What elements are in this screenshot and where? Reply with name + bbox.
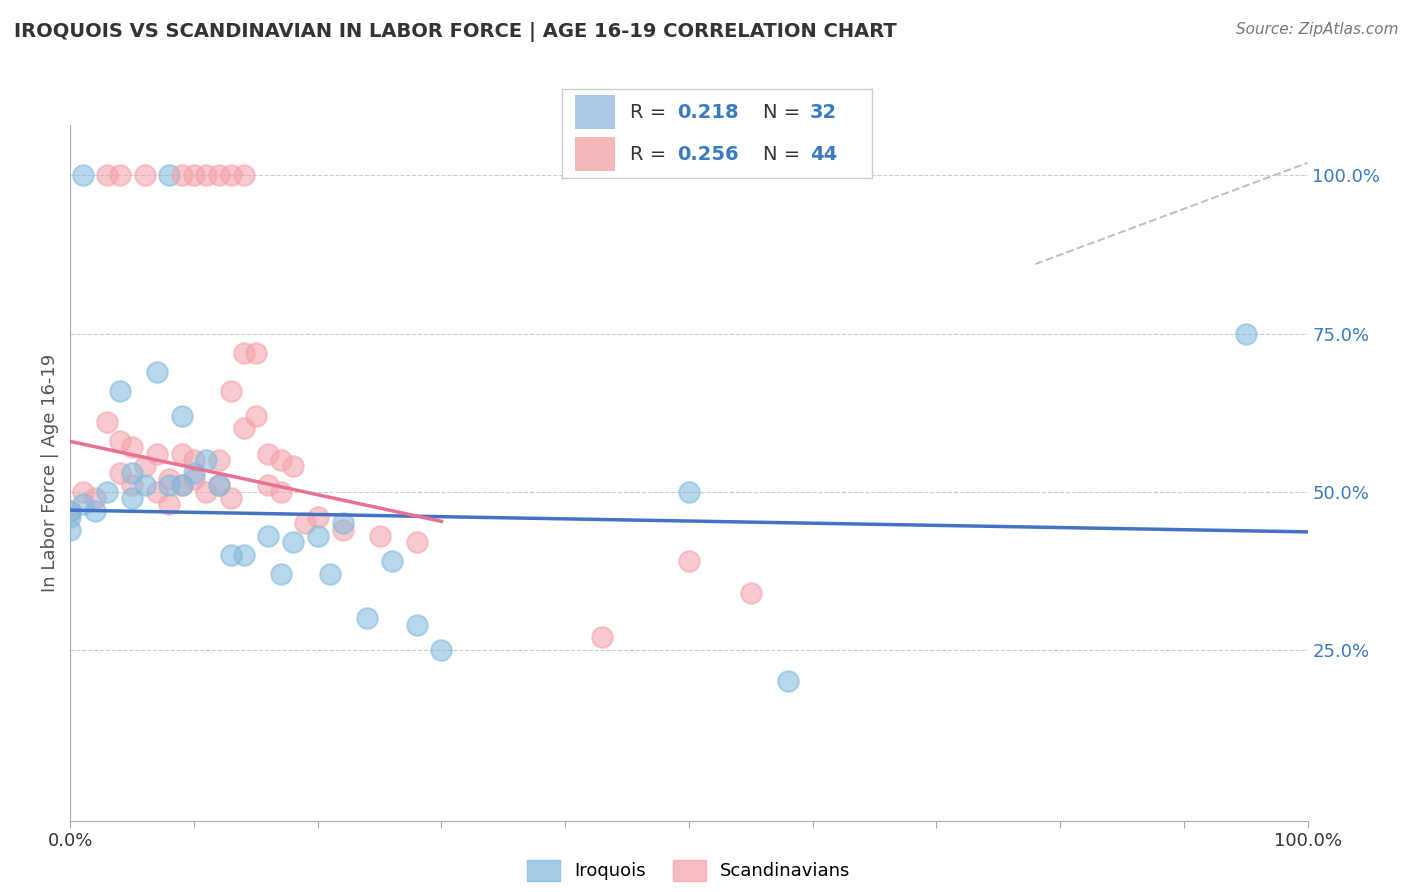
Point — [183, 472, 205, 486]
Point — [96, 484, 118, 499]
Text: Source: ZipAtlas.com: Source: ZipAtlas.com — [1236, 22, 1399, 37]
Point — [281, 535, 304, 549]
Point — [157, 169, 180, 183]
Point — [219, 169, 242, 183]
Point — [121, 478, 143, 492]
Point — [195, 169, 218, 183]
Text: 0.256: 0.256 — [676, 145, 738, 164]
Point — [170, 447, 193, 461]
Point — [170, 409, 193, 423]
Point — [294, 516, 316, 531]
Text: N =: N = — [763, 103, 807, 122]
Point — [134, 459, 156, 474]
Text: IROQUOIS VS SCANDINAVIAN IN LABOR FORCE | AGE 16-19 CORRELATION CHART: IROQUOIS VS SCANDINAVIAN IN LABOR FORCE … — [14, 22, 897, 42]
Point — [356, 611, 378, 625]
Point — [108, 466, 131, 480]
Point — [430, 643, 453, 657]
Text: 32: 32 — [810, 103, 837, 122]
Point — [208, 169, 231, 183]
Point — [183, 453, 205, 467]
Text: N =: N = — [763, 145, 807, 164]
Point — [257, 447, 280, 461]
Point — [170, 478, 193, 492]
Point — [84, 504, 107, 518]
Point — [270, 566, 292, 581]
Point — [208, 478, 231, 492]
Legend: Iroquois, Scandinavians: Iroquois, Scandinavians — [520, 853, 858, 888]
Point — [195, 453, 218, 467]
Point — [332, 523, 354, 537]
Point — [381, 554, 404, 568]
Text: 0.218: 0.218 — [676, 103, 738, 122]
Point — [59, 523, 82, 537]
Point — [183, 169, 205, 183]
Point — [59, 504, 82, 518]
FancyBboxPatch shape — [575, 95, 614, 129]
Point — [270, 453, 292, 467]
Point — [740, 586, 762, 600]
Point — [232, 548, 254, 562]
Point — [121, 441, 143, 455]
Y-axis label: In Labor Force | Age 16-19: In Labor Force | Age 16-19 — [41, 353, 59, 592]
Point — [232, 421, 254, 435]
Point — [72, 497, 94, 511]
Point — [170, 169, 193, 183]
Point — [108, 434, 131, 449]
Point — [219, 384, 242, 398]
Point — [96, 169, 118, 183]
Point — [121, 466, 143, 480]
Point — [134, 478, 156, 492]
Point — [208, 478, 231, 492]
Point — [96, 415, 118, 429]
Point — [72, 169, 94, 183]
Point — [170, 478, 193, 492]
Point — [183, 466, 205, 480]
Point — [591, 630, 613, 644]
Point — [232, 169, 254, 183]
FancyBboxPatch shape — [575, 137, 614, 171]
Point — [146, 484, 169, 499]
Point — [146, 447, 169, 461]
Point — [195, 484, 218, 499]
Point — [84, 491, 107, 505]
Point — [134, 169, 156, 183]
Point — [245, 409, 267, 423]
Point — [208, 453, 231, 467]
Point — [59, 504, 82, 518]
Point — [59, 510, 82, 524]
Point — [121, 491, 143, 505]
Point — [257, 478, 280, 492]
Point — [157, 478, 180, 492]
Point — [232, 345, 254, 359]
Point — [307, 529, 329, 543]
Point — [776, 674, 799, 689]
Point — [108, 169, 131, 183]
Point — [307, 510, 329, 524]
Point — [368, 529, 391, 543]
Point — [332, 516, 354, 531]
Point — [146, 365, 169, 379]
Point — [678, 554, 700, 568]
Text: 44: 44 — [810, 145, 837, 164]
Point — [219, 548, 242, 562]
Text: R =: R = — [630, 145, 673, 164]
Point — [257, 529, 280, 543]
Point — [157, 497, 180, 511]
Point — [281, 459, 304, 474]
Point — [157, 472, 180, 486]
Text: R =: R = — [630, 103, 673, 122]
Point — [319, 566, 342, 581]
Point — [405, 535, 427, 549]
Point — [270, 484, 292, 499]
Point — [405, 617, 427, 632]
Point — [219, 491, 242, 505]
Point — [1234, 326, 1257, 341]
Point — [72, 484, 94, 499]
Point — [245, 345, 267, 359]
Point — [678, 484, 700, 499]
Point — [108, 384, 131, 398]
